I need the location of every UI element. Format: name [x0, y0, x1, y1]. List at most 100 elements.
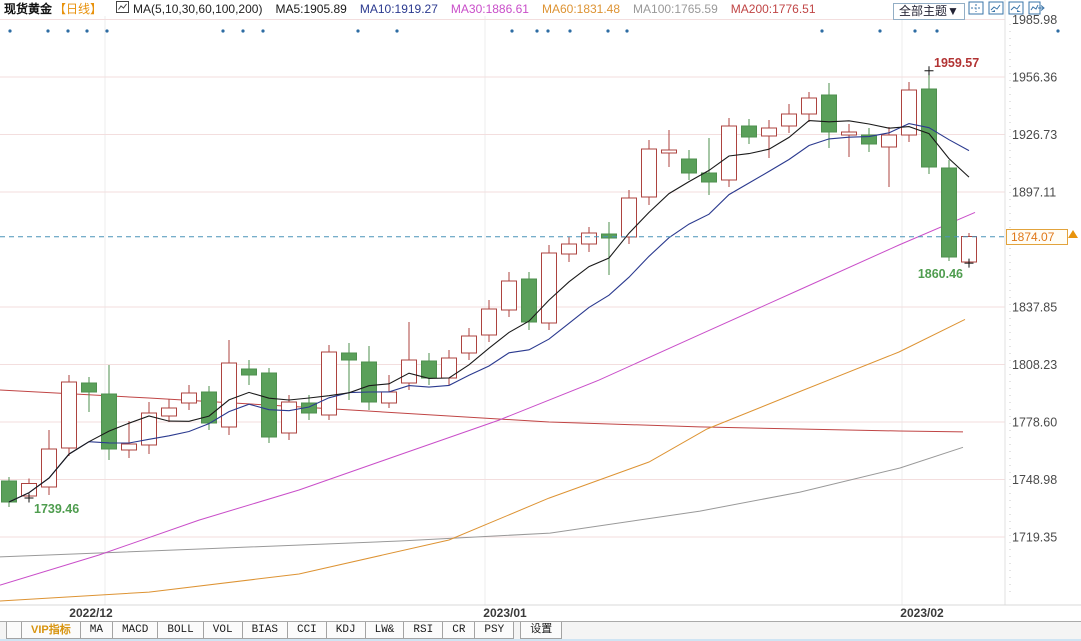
- ma-overlays: [0, 211, 976, 602]
- x-axis-label: 2022/12: [69, 606, 113, 620]
- candle: [401, 322, 417, 390]
- candle: [881, 127, 897, 187]
- event-dot: [546, 29, 550, 33]
- ma100-value: MA100:1765.59: [633, 1, 718, 16]
- candle: [481, 299, 497, 342]
- ma30-line: [0, 211, 976, 586]
- ma100-line: [0, 446, 964, 558]
- symbol-name: 现货黄金: [4, 2, 53, 16]
- theme-dropdown[interactable]: 全部主题▼: [893, 2, 965, 20]
- split-screen-icon[interactable]: [968, 1, 985, 16]
- candle: [861, 128, 877, 152]
- toolbar-tab-cci[interactable]: CCI: [286, 622, 327, 639]
- candle: [421, 352, 437, 385]
- event-dot: [935, 29, 939, 33]
- toolbar-tab-settings[interactable]: 设置: [520, 622, 563, 639]
- event-dot: [85, 29, 89, 33]
- candle: [101, 365, 117, 461]
- toolbar-stub: [6, 622, 22, 639]
- candle: [341, 343, 357, 400]
- annotations: 1959.57 1860.46 1739.46: [24, 56, 979, 516]
- candle: [601, 221, 617, 275]
- toolbar-tab-macd[interactable]: MACD: [111, 622, 159, 639]
- candle: [681, 149, 697, 180]
- candle: [1, 477, 17, 507]
- low-label: 1860.46: [918, 267, 963, 281]
- y-axis-label: 1956.36: [1012, 71, 1057, 85]
- y-axis-label: 1808.23: [1012, 358, 1057, 372]
- candle: [161, 398, 177, 422]
- ma60-line: [0, 318, 966, 602]
- period-label: 【日线】: [54, 2, 103, 16]
- candle: [561, 237, 577, 263]
- candle: [501, 272, 517, 317]
- candle: [841, 124, 857, 158]
- candle: [961, 233, 977, 264]
- toolbar-tab-vip-indicators[interactable]: VIP指标: [21, 622, 81, 639]
- pane-left-icon[interactable]: [988, 1, 1005, 16]
- event-dot: [105, 29, 109, 33]
- kline-icon: [116, 1, 130, 16]
- candle: [801, 92, 817, 122]
- y-axis-label: 1748.98: [1012, 473, 1057, 487]
- indicator-toolbar: VIP指标 MA MACD BOLL VOL BIAS CCI KDJ LW& RSI CR PSY 设…: [0, 621, 1081, 641]
- pane-right-icon[interactable]: [1008, 1, 1025, 16]
- candle: [281, 395, 297, 440]
- ma200-value: MA200:1776.51: [730, 1, 816, 16]
- current-price-value: 1874.07: [1011, 230, 1055, 244]
- candle: [441, 350, 457, 385]
- x-axis-label: 2023/01: [483, 606, 527, 620]
- candle: [581, 227, 597, 252]
- event-dot: [535, 29, 539, 33]
- candle: [221, 339, 237, 435]
- price-up-arrow-icon: [1068, 230, 1078, 238]
- candle: [621, 190, 637, 244]
- toolbar-tab-kdj[interactable]: KDJ: [325, 622, 366, 639]
- event-dot: [356, 29, 360, 33]
- toolbar-tab-cr[interactable]: CR: [442, 622, 476, 639]
- event-dots: [8, 29, 1060, 33]
- candle: [261, 368, 277, 443]
- y-axis-label: 1985.98: [1012, 13, 1057, 27]
- ma-settings-label: MA(5,10,30,60,100,200): [133, 1, 263, 16]
- x-axis-label: 2023/02: [900, 606, 944, 620]
- pane-export-icon[interactable]: [1028, 1, 1045, 16]
- candle: [21, 478, 37, 498]
- toolbar-tab-psy[interactable]: PSY: [474, 622, 515, 639]
- toolbar-tab-lwr[interactable]: LW&: [364, 622, 405, 639]
- early-low-label: 1739.46: [34, 502, 79, 516]
- gridlines: [0, 16, 1005, 605]
- candle: [901, 82, 917, 142]
- toolbar-tab-rsi[interactable]: RSI: [403, 622, 444, 639]
- event-dot: [510, 29, 514, 33]
- candle: [641, 140, 657, 205]
- candle: [821, 82, 837, 148]
- high-label: 1959.57: [934, 56, 979, 70]
- candle: [921, 70, 937, 174]
- toolbar-tab-vol[interactable]: VOL: [202, 622, 243, 639]
- candle: [121, 421, 137, 458]
- toolbar-tab-boll[interactable]: BOLL: [157, 622, 204, 639]
- candle: [181, 385, 197, 410]
- y-axis-label: 1837.85: [1012, 301, 1057, 315]
- event-dot: [606, 29, 610, 33]
- y-axis-label: 1778.60: [1012, 416, 1057, 430]
- candle: [241, 360, 257, 385]
- event-dot: [568, 29, 572, 33]
- toolbar-tab-bias[interactable]: BIAS: [241, 622, 288, 639]
- event-dot: [66, 29, 70, 33]
- event-dot: [1056, 29, 1060, 33]
- event-dot: [395, 29, 399, 33]
- candlestick-chart[interactable]: 1985.98 1956.36 1926.73 1897.11 1837.85 1808.…: [0, 0, 1081, 622]
- candle: [781, 104, 797, 133]
- toolbar-tab-ma[interactable]: MA: [79, 622, 113, 639]
- current-price-tag: 1874.07: [1006, 229, 1068, 245]
- ma10-value: MA10:1919.27: [359, 1, 438, 16]
- event-dot: [878, 29, 882, 33]
- candle: [741, 119, 757, 145]
- ma200-line: [0, 389, 964, 433]
- candle: [541, 245, 557, 330]
- y-axis-label: 1926.73: [1012, 128, 1057, 142]
- event-dot: [221, 29, 225, 33]
